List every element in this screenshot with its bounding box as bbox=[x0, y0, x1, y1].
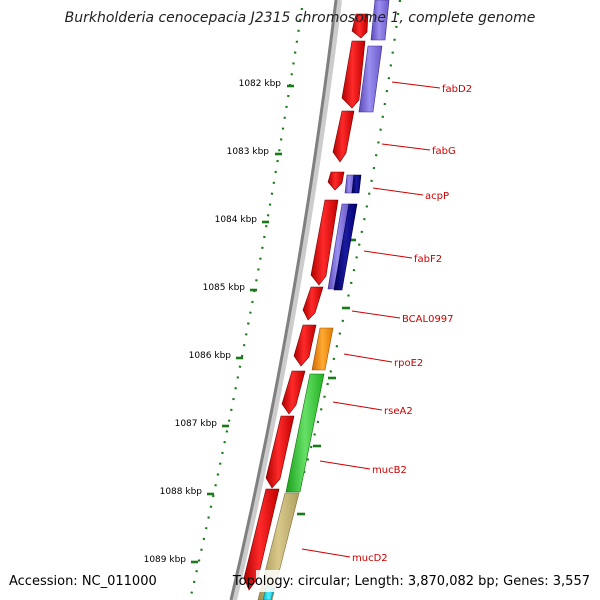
leader-line bbox=[351, 310, 401, 319]
gene-arrow bbox=[293, 324, 317, 367]
kbp-label: 1088 kbp bbox=[160, 487, 203, 497]
leader-line bbox=[363, 250, 413, 259]
leader-line bbox=[381, 143, 431, 151]
gene-ring-ticks bbox=[297, 238, 356, 516]
leader-line bbox=[301, 548, 351, 558]
gene-label-mucD2: mucD2 bbox=[352, 553, 388, 564]
topology-text: Topology: circular; Length: 3,870,082 bp… bbox=[232, 574, 590, 589]
forward-genes bbox=[243, 13, 369, 591]
label-leaders bbox=[301, 81, 441, 558]
gene-label-fabF2: fabF2 bbox=[414, 254, 442, 265]
kbp-label: 1083 kbp bbox=[227, 147, 270, 157]
kbp-label: 1086 kbp bbox=[189, 351, 232, 361]
gene-block bbox=[285, 373, 325, 493]
gene-label-rseA2: rseA2 bbox=[384, 406, 413, 417]
leader-line bbox=[319, 460, 371, 470]
leader-line bbox=[391, 81, 441, 89]
gene-arrow bbox=[281, 370, 306, 415]
gene-arrow bbox=[341, 40, 366, 109]
kbp-label: 1089 kbp bbox=[144, 555, 187, 565]
accession-text: Accession: NC_011000 bbox=[9, 574, 157, 589]
gene-block bbox=[351, 174, 362, 194]
backbone-shadow bbox=[231, 0, 342, 600]
gene-label-rpoE2: rpoE2 bbox=[394, 358, 423, 369]
footer-backing bbox=[256, 570, 596, 592]
gene-block bbox=[311, 327, 334, 371]
gene-arrow bbox=[351, 13, 369, 39]
leader-line bbox=[332, 401, 383, 411]
kbp-ruler-dotted bbox=[188, 7, 304, 600]
kbp-ticks bbox=[191, 84, 294, 564]
kbp-label: 1087 kbp bbox=[175, 419, 218, 429]
leader-line bbox=[343, 353, 393, 363]
gene-arrow bbox=[327, 171, 345, 191]
gene-arrow bbox=[310, 199, 339, 286]
gene-block bbox=[370, 0, 390, 41]
map-title: Burkholderia cenocepacia J2315 chromosom… bbox=[64, 10, 536, 26]
gene-arrow bbox=[302, 286, 324, 321]
gene-label-fabD2: fabD2 bbox=[442, 84, 472, 95]
gene-label-acpP: acpP bbox=[425, 191, 449, 202]
gene-block bbox=[358, 45, 383, 113]
gene-label-BCAL0997: BCAL0997 bbox=[402, 314, 454, 325]
chromosome-backbone bbox=[229, 0, 338, 600]
leader-line bbox=[372, 187, 424, 196]
gene-arrow bbox=[243, 488, 280, 591]
gene-label-mucB2: mucB2 bbox=[372, 465, 407, 476]
kbp-label: 1084 kbp bbox=[215, 215, 258, 225]
gene-arrow bbox=[265, 415, 295, 489]
kbp-label: 1085 kbp bbox=[203, 283, 246, 293]
gene-label-fabG: fabG bbox=[432, 146, 456, 157]
gene-arrow bbox=[332, 110, 355, 163]
gene-block bbox=[333, 203, 358, 291]
kbp-label: 1082 kbp bbox=[239, 79, 282, 89]
